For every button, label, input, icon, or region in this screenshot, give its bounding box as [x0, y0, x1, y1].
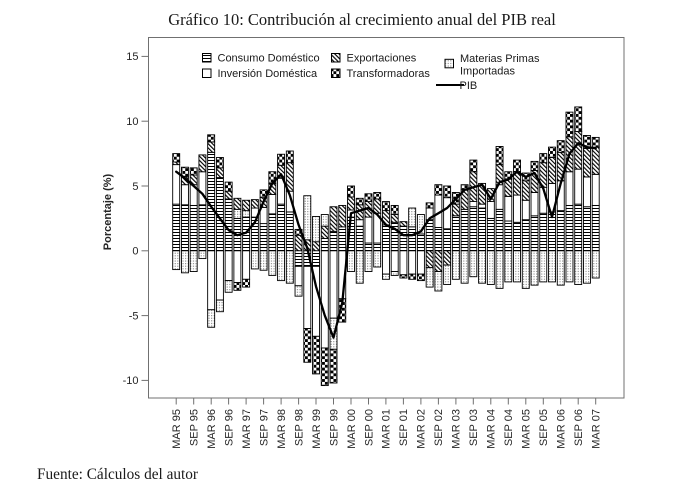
svg-text:Materias Primas: Materias Primas [460, 53, 540, 65]
svg-text:MAR 97: MAR 97 [241, 409, 253, 449]
svg-text:SEP 06: SEP 06 [573, 409, 585, 446]
svg-text:SEP 97: SEP 97 [258, 409, 270, 446]
svg-text:MAR 96: MAR 96 [206, 409, 218, 449]
svg-text:Gráfico 10: Contribución al cr: Gráfico 10: Contribución al crecimiento … [168, 10, 556, 29]
svg-text:MAR 05: MAR 05 [521, 409, 533, 449]
svg-text:-5: -5 [129, 310, 139, 322]
svg-text:PIB: PIB [460, 80, 478, 92]
svg-text:MAR 07: MAR 07 [591, 409, 603, 449]
svg-text:MAR 02: MAR 02 [416, 409, 428, 449]
svg-text:Importadas: Importadas [460, 66, 516, 78]
svg-text:SEP 98: SEP 98 [293, 409, 305, 446]
svg-text:SEP 95: SEP 95 [189, 409, 201, 446]
svg-text:Consumo Doméstico: Consumo Doméstico [218, 53, 320, 65]
svg-text:SEP 01: SEP 01 [398, 409, 410, 446]
svg-text:MAR 04: MAR 04 [486, 409, 498, 449]
svg-text:SEP 04: SEP 04 [503, 409, 515, 446]
svg-text:MAR 95: MAR 95 [171, 409, 183, 449]
svg-text:10: 10 [126, 116, 138, 128]
svg-text:5: 5 [132, 181, 138, 193]
svg-text:MAR 99: MAR 99 [311, 409, 323, 449]
svg-text:Inversión Doméstica: Inversión Doméstica [218, 68, 319, 80]
svg-text:SEP 96: SEP 96 [223, 409, 235, 446]
svg-text:0: 0 [132, 246, 138, 258]
svg-text:MAR 06: MAR 06 [556, 409, 568, 449]
svg-text:Transformadoras: Transformadoras [347, 68, 431, 80]
svg-text:MAR 00: MAR 00 [346, 409, 358, 449]
svg-text:Fuente: Cálculos del autor: Fuente: Cálculos del autor [37, 466, 198, 483]
svg-text:-10: -10 [123, 375, 139, 387]
svg-text:SEP 99: SEP 99 [328, 409, 340, 446]
svg-text:Exportaciones: Exportaciones [347, 53, 417, 65]
svg-text:SEP 03: SEP 03 [468, 409, 480, 446]
svg-text:MAR 01: MAR 01 [381, 409, 393, 449]
svg-text:SEP 05: SEP 05 [538, 409, 550, 446]
svg-text:Porcentaje (%): Porcentaje (%) [102, 173, 114, 250]
svg-text:15: 15 [126, 51, 138, 63]
svg-text:MAR 03: MAR 03 [451, 409, 463, 449]
svg-text:MAR 98: MAR 98 [276, 409, 288, 449]
svg-text:SEP 02: SEP 02 [433, 409, 445, 446]
svg-text:SEP 00: SEP 00 [363, 409, 375, 446]
